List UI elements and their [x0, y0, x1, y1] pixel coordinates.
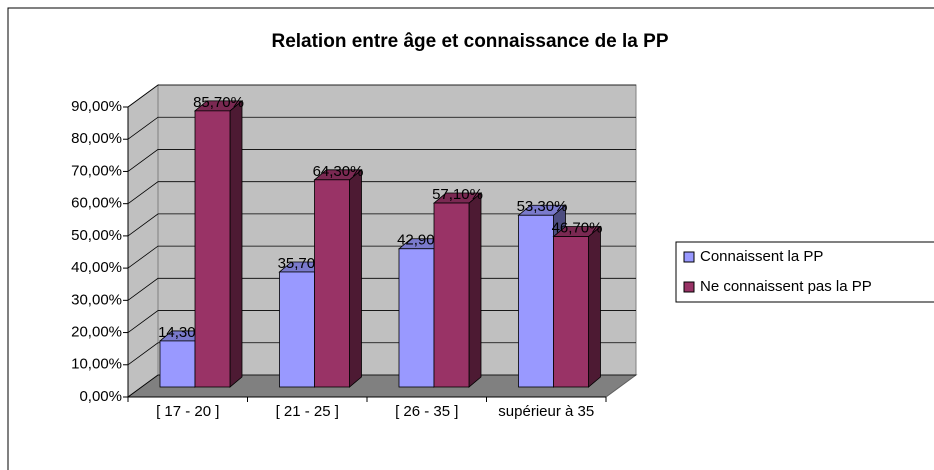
y-tick-label: 60,00%	[71, 195, 122, 212]
x-tick-label: [ 21 - 25 ]	[275, 403, 339, 420]
grid-line	[127, 116, 636, 140]
chart-title: Relation entre âge et connaissance de la…	[271, 31, 668, 52]
legend-label: Connaissent la PP	[700, 248, 823, 265]
value-label: 53,30%	[517, 198, 568, 215]
grid-line	[127, 84, 636, 108]
value-label: 46,70%	[552, 219, 603, 236]
legend-swatch	[683, 281, 695, 293]
y-tick-label: 0,00%	[79, 388, 122, 405]
y-tick-label: 70,00%	[71, 162, 122, 179]
bar-side	[229, 100, 243, 388]
y-tick-label: 50,00%	[71, 227, 122, 244]
grid-line	[127, 181, 636, 204]
bar	[398, 248, 435, 388]
bar	[518, 214, 554, 388]
bar-side	[588, 225, 601, 388]
y-tick-label: 10,00%	[71, 356, 122, 373]
x-tick-label: supérieur à 35	[498, 403, 595, 420]
bar	[279, 271, 315, 388]
grid-line	[127, 149, 636, 172]
y-tick-label: 20,00%	[71, 324, 122, 341]
side-wall	[127, 84, 159, 398]
value-label: 57,10%	[432, 186, 483, 203]
value-label: 64,30%	[313, 163, 364, 180]
value-label: 85,70%	[193, 94, 244, 111]
legend-box	[675, 241, 934, 303]
y-tick-label: 40,00%	[71, 259, 122, 276]
y-tick-label: 30,00%	[71, 291, 122, 308]
bar	[159, 340, 196, 388]
bar	[553, 236, 589, 388]
legend-label: Ne connaissent pas la PP	[700, 278, 872, 295]
y-tick-label: 80,00%	[71, 130, 122, 147]
bar	[314, 179, 350, 388]
legend-swatch	[683, 251, 695, 263]
bar	[194, 110, 231, 388]
x-tick-label: [ 26 - 35 ]	[395, 403, 459, 420]
bar-side	[349, 168, 362, 388]
x-tick-label: [ 17 - 20 ]	[156, 403, 220, 420]
y-tick-label: 90,00%	[71, 98, 122, 115]
bar-side	[468, 192, 482, 388]
bar	[433, 202, 470, 388]
